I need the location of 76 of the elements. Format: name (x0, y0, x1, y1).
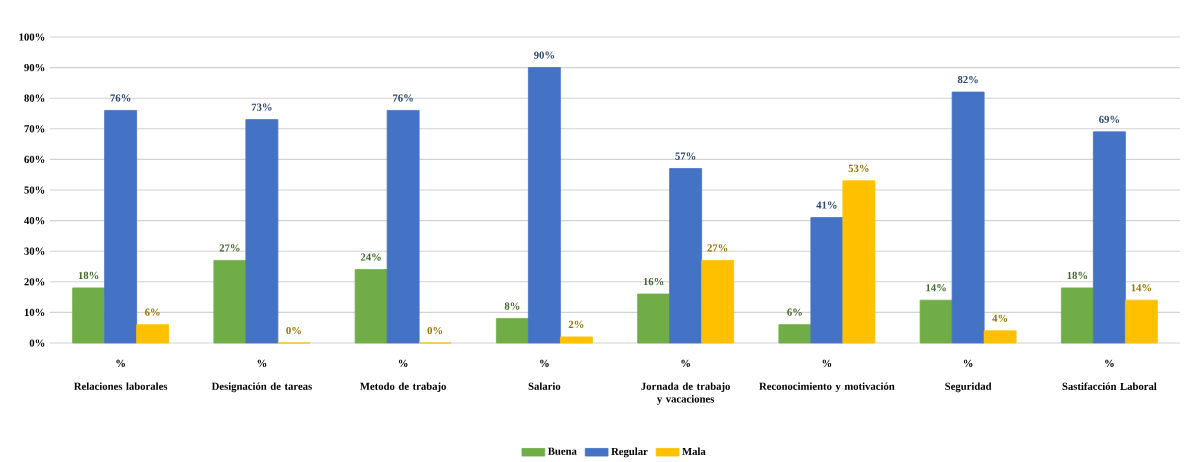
x-tick-label: Salario (528, 382, 561, 390)
bar (495, 318, 529, 344)
text: % (116, 359, 125, 367)
bar (527, 67, 561, 344)
text: % (257, 359, 267, 367)
data-label: 6% (787, 308, 802, 316)
text: % (398, 359, 408, 367)
bar (778, 324, 812, 344)
y-tick-label: 50% (24, 186, 45, 194)
data-label: 0% (286, 326, 301, 335)
bar (810, 217, 844, 344)
y-tick-label: 30% (24, 247, 45, 255)
bar (136, 324, 170, 344)
data-label: 18% (78, 271, 99, 280)
data-label: 8% (504, 302, 520, 310)
bar (951, 91, 985, 344)
y-tick-label: 70% (24, 125, 45, 133)
data-label: 27% (219, 244, 240, 252)
text: % (963, 359, 973, 367)
data-label: 82% (957, 76, 978, 84)
bar (1060, 287, 1094, 344)
bar (72, 287, 106, 344)
bar (1124, 299, 1158, 344)
y-tick-label: 10% (24, 308, 45, 317)
bar (1092, 131, 1126, 344)
y-tick-label: 80% (24, 94, 45, 102)
x-tick-label: Sastifacción Laboral (1062, 382, 1157, 390)
y-tick-label: 20% (24, 278, 45, 286)
legend-label: Regular (611, 447, 648, 458)
bar (637, 293, 671, 344)
data-label: 27% (707, 244, 728, 252)
data-label: 4% (992, 314, 1008, 322)
data-label: 0% (427, 326, 443, 335)
data-label: 18% (1067, 271, 1088, 280)
bar (842, 180, 876, 344)
data-label: 41% (816, 201, 837, 209)
data-label: 73% (251, 103, 272, 111)
y-tick-label: 60% (24, 155, 45, 164)
x-tick-label: Jornada de trabajo y vacaciones (641, 382, 730, 405)
legend-label: Mala (682, 447, 706, 456)
x-tick-label: Designación de tareas (211, 382, 312, 393)
data-label: 57% (675, 152, 696, 160)
x-tick-label: Relaciones laborales (74, 382, 168, 390)
data-label: 14% (1131, 284, 1152, 292)
data-label: 76% (110, 94, 131, 102)
bar (354, 269, 388, 344)
y-tick-label: 90% (24, 63, 45, 72)
y-tick-label: 40% (24, 216, 45, 225)
y-tick-label: 100% (19, 33, 45, 41)
x-tick-label: Seguridad (945, 382, 992, 393)
bar (983, 330, 1017, 344)
bar (213, 259, 247, 344)
text: % (681, 359, 690, 367)
data-label: 53% (848, 164, 869, 172)
bar (559, 336, 593, 344)
data-label: 2% (568, 320, 584, 329)
bar (104, 110, 138, 344)
x-tick-label: Metodo de trabajo (360, 382, 446, 393)
legend-label: Buena (547, 447, 577, 455)
data-label: 6% (144, 308, 160, 316)
bar (386, 110, 420, 344)
text: % (1105, 359, 1114, 367)
data-label: 69% (1099, 115, 1120, 124)
y-tick-label: 0% (29, 339, 45, 347)
x-tick-label: Reconocimiento y motivación (759, 382, 895, 393)
data-label: 90% (534, 51, 555, 59)
data-label: 16% (643, 277, 664, 286)
data-label: 14% (926, 284, 946, 292)
data-label: 24% (360, 253, 381, 261)
text: % (540, 359, 549, 367)
bar (701, 259, 735, 344)
bar (919, 299, 953, 344)
bar (669, 168, 703, 344)
data-label: 76% (393, 94, 413, 102)
bar (245, 119, 279, 344)
text: % (822, 359, 832, 367)
